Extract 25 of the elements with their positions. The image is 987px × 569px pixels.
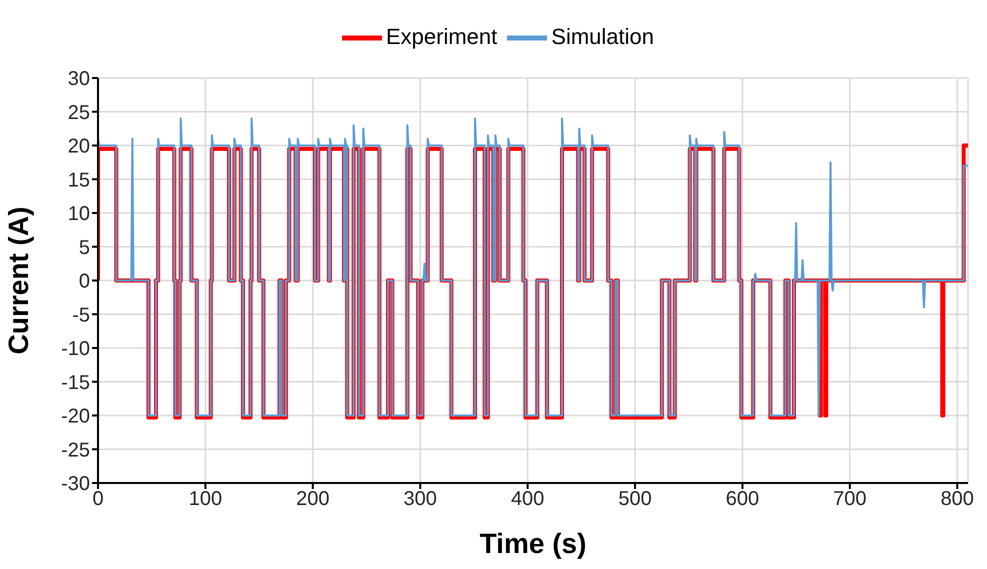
y-tick-label: 5 xyxy=(78,236,90,259)
x-tick-label: 100 xyxy=(188,488,222,510)
y-tick-label: 20 xyxy=(68,136,90,158)
y-tick-label: -30 xyxy=(61,473,90,496)
x-tick-label: 200 xyxy=(296,488,330,510)
y-tick-label: -15 xyxy=(61,372,90,394)
x-tick-label: 700 xyxy=(833,488,867,510)
legend-label: Experiment xyxy=(386,24,498,49)
x-axis-title: Time (s) xyxy=(480,528,586,559)
x-tick-label: 500 xyxy=(618,488,652,510)
x-tick-label: 300 xyxy=(404,488,437,510)
y-tick-label: 25 xyxy=(68,102,90,124)
x-tick-label: 800 xyxy=(940,488,974,510)
x-tick-label: 600 xyxy=(726,488,760,510)
y-tick-label: -25 xyxy=(61,439,90,462)
legend-label: Simulation xyxy=(551,24,654,49)
x-tick-label: 400 xyxy=(510,488,544,510)
y-tick-label: 0 xyxy=(78,270,90,293)
y-axis-title: Current (A) xyxy=(2,206,34,354)
y-tick-label: -10 xyxy=(61,338,90,360)
y-tick-label: 30 xyxy=(68,68,90,90)
y-tick-label: 10 xyxy=(68,203,90,226)
y-tick-label: 15 xyxy=(68,169,90,192)
y-tick-label: -20 xyxy=(61,406,90,428)
y-tick-label: -5 xyxy=(72,304,90,326)
